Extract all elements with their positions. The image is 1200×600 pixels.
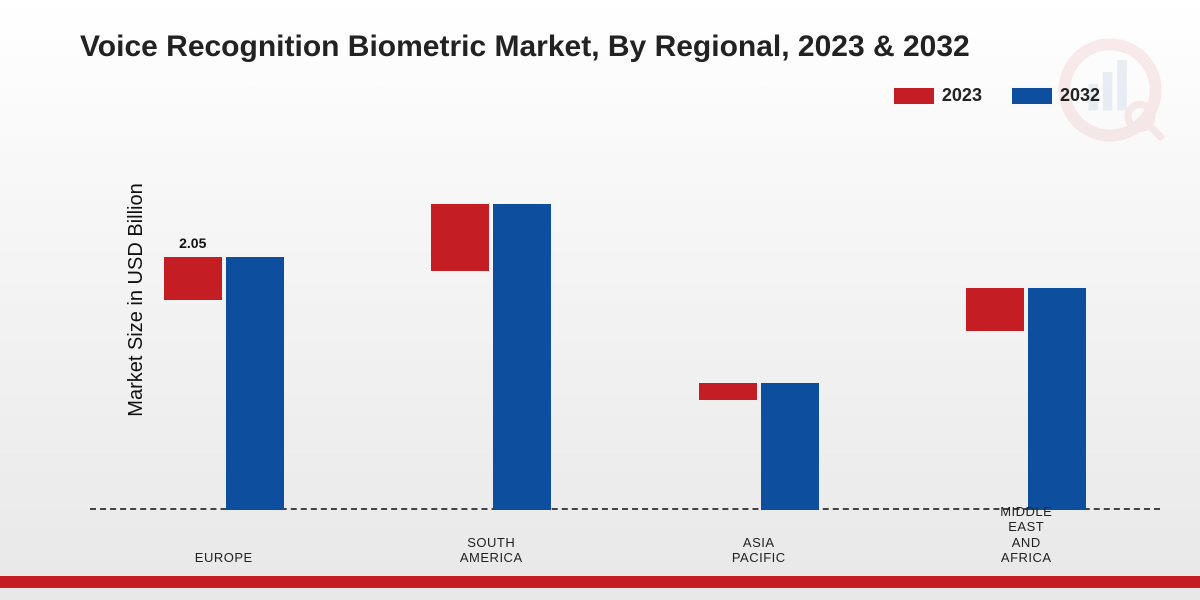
bar-group: 2.05EUROPE <box>164 257 284 510</box>
bar-2023: 2.05 <box>164 257 222 300</box>
legend-item-2023: 2023 <box>894 85 982 106</box>
legend-label-2023: 2023 <box>942 85 982 106</box>
legend-swatch-2032 <box>1012 88 1052 104</box>
bar-group: SOUTH AMERICA <box>431 204 551 510</box>
legend-swatch-2023 <box>894 88 934 104</box>
chart-title: Voice Recognition Biometric Market, By R… <box>80 30 970 64</box>
bar-2032 <box>1028 288 1086 510</box>
x-category-label: ASIA PACIFIC <box>732 535 786 566</box>
bar-value-label: 2.05 <box>179 235 206 251</box>
bar-group: MIDDLE EAST AND AFRICA <box>966 288 1086 510</box>
legend: 2023 2032 <box>894 85 1100 106</box>
x-category-label: SOUTH AMERICA <box>460 535 523 566</box>
bar-2023 <box>966 288 1024 330</box>
legend-label-2032: 2032 <box>1060 85 1100 106</box>
plot-area: 2.05EUROPE SOUTH AMERICA ASIA PACIFIC MIDDL… <box>90 130 1160 510</box>
x-category-label: EUROPE <box>195 550 253 566</box>
x-category-label: MIDDLE EAST AND AFRICA <box>1000 504 1052 566</box>
bar-2032 <box>226 257 284 510</box>
bar-2023 <box>699 383 757 400</box>
bar-2023 <box>431 204 489 272</box>
footer-bar <box>0 576 1200 588</box>
bar-2032 <box>493 204 551 510</box>
bar-group: ASIA PACIFIC <box>699 383 819 510</box>
legend-item-2032: 2032 <box>1012 85 1100 106</box>
bar-2032 <box>761 383 819 510</box>
